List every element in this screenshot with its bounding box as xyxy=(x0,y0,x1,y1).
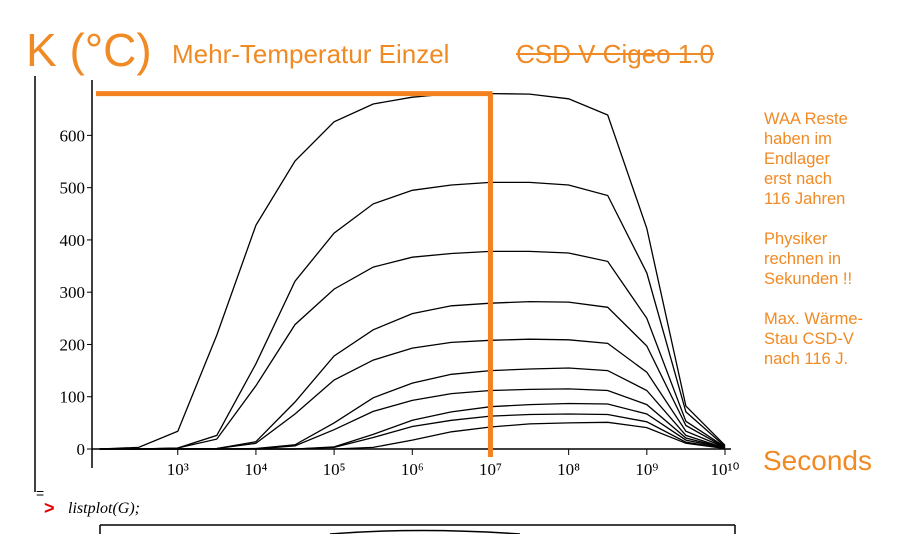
command: listplot(G); xyxy=(68,500,140,517)
plot: 0 100 200 300 400 500 600 10³ 10⁴ 10⁵ 10⁶ 10⁷ 10⁸ 10⁹… xyxy=(60,80,740,479)
x-tick-label: 10⁶ xyxy=(401,460,424,479)
notes: WAA Reste haben im Endlager erst nach 116 Ja… xyxy=(764,110,863,368)
curve xyxy=(99,250,726,450)
note-line: erst nach xyxy=(764,170,832,188)
x-tick-label: 10⁴ xyxy=(244,460,267,479)
note-line: 116 Jahren xyxy=(764,190,845,208)
note-line: rechnen in xyxy=(764,250,841,268)
prompt: > xyxy=(44,498,55,518)
note-line: Endlager xyxy=(764,150,831,168)
curve xyxy=(99,92,726,450)
curve xyxy=(329,529,521,534)
x-tick-label: 10⁵ xyxy=(323,460,346,479)
separator: = xyxy=(36,485,44,501)
note-line: Physiker xyxy=(764,230,828,248)
x-tick-label: 10⁹ xyxy=(635,460,658,479)
note-line: Sekunden !! xyxy=(764,270,852,288)
next-plot xyxy=(99,524,736,534)
y-tick-label: 0 xyxy=(77,440,86,459)
x-tick-label: 10⁷ xyxy=(479,460,502,479)
x-tick-label: 10⁸ xyxy=(557,460,580,479)
note-line: Stau CSD-V xyxy=(764,330,854,348)
curve xyxy=(99,181,726,450)
y-tick-label: 300 xyxy=(60,283,86,302)
curve xyxy=(99,367,726,450)
y-tick-label: 500 xyxy=(60,179,86,198)
curve xyxy=(99,421,726,450)
y-tick-label: 400 xyxy=(60,231,86,250)
x-unit: Seconds xyxy=(763,445,872,476)
y-tick-label: 100 xyxy=(60,388,86,407)
x-tick-label: 10³ xyxy=(167,460,189,479)
note-line: Max. Wärme- xyxy=(764,310,863,328)
y-tick-label: 600 xyxy=(60,126,86,145)
y-tick-label: 200 xyxy=(60,335,86,354)
title: Mehr-Temperatur Einzel xyxy=(172,39,449,69)
x-tick-label: 10¹⁰ xyxy=(711,460,740,479)
curve xyxy=(99,413,726,450)
note-line: haben im xyxy=(764,130,832,148)
note-line: WAA Reste xyxy=(764,110,848,128)
note-line: nach 116 J. xyxy=(764,350,848,368)
title-unit: K (°C) xyxy=(26,24,152,76)
